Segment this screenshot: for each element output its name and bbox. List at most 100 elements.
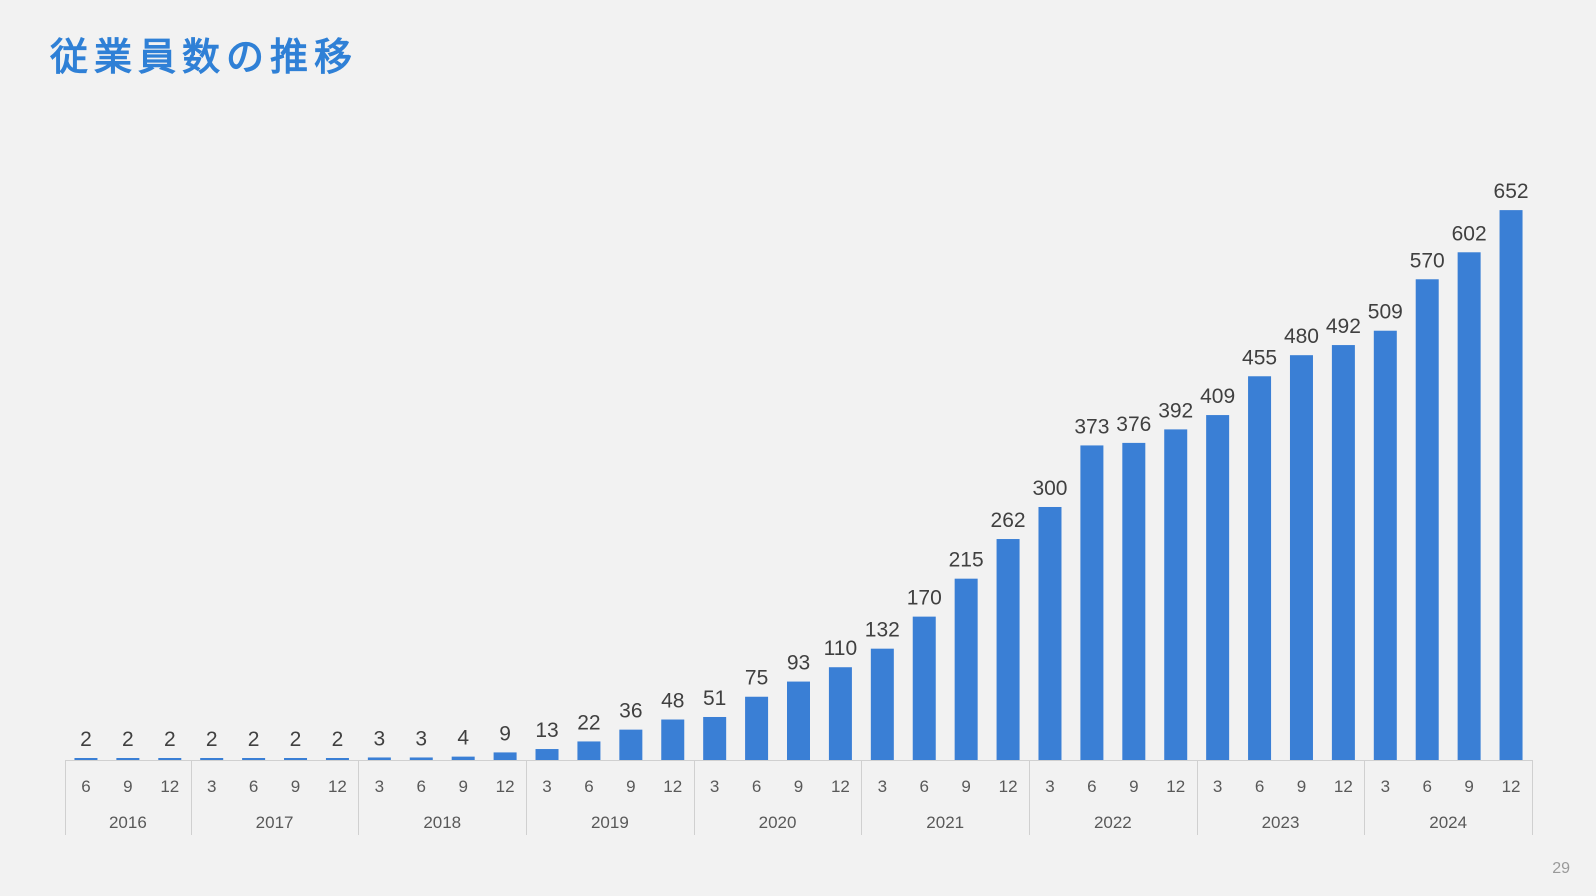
month-tick-label: 3	[542, 777, 551, 796]
month-tick-label: 9	[1129, 777, 1138, 796]
data-label: 75	[745, 667, 768, 690]
bar	[996, 539, 1020, 760]
bar	[1206, 415, 1230, 760]
month-tick-label: 6	[81, 777, 90, 796]
year-tick-label: 2018	[423, 813, 461, 832]
data-label: 22	[577, 711, 600, 734]
data-label: 2	[164, 728, 176, 751]
month-tick-label: 12	[496, 777, 515, 796]
bar	[912, 616, 936, 760]
year-tick-label: 2020	[759, 813, 797, 832]
month-tick-label: 12	[1166, 777, 1185, 796]
data-label: 3	[374, 727, 386, 750]
data-label: 2	[80, 728, 92, 751]
year-tick-label: 2021	[926, 813, 964, 832]
month-tick-label: 6	[752, 777, 761, 796]
data-label: 652	[1494, 180, 1529, 203]
month-tick-label: 9	[626, 777, 635, 796]
data-label: 36	[619, 700, 642, 723]
month-tick-label: 12	[999, 777, 1018, 796]
data-label: 3	[415, 727, 427, 750]
bar	[1164, 429, 1188, 760]
bar	[1499, 210, 1523, 760]
bar	[325, 758, 349, 760]
data-label: 2	[290, 728, 302, 751]
month-tick-label: 6	[1422, 777, 1431, 796]
data-label: 409	[1200, 385, 1235, 408]
bar	[619, 729, 643, 760]
month-tick-label: 6	[249, 777, 258, 796]
month-tick-label: 12	[663, 777, 682, 796]
data-label: 376	[1116, 413, 1151, 436]
month-tick-label: 9	[458, 777, 467, 796]
month-tick-label: 12	[1334, 777, 1353, 796]
data-label: 480	[1284, 325, 1319, 348]
bar	[200, 758, 224, 760]
month-tick-label: 3	[1213, 777, 1222, 796]
month-tick-label: 12	[160, 777, 179, 796]
month-tick-label: 3	[207, 777, 216, 796]
month-tick-label: 12	[831, 777, 850, 796]
month-tick-label: 3	[878, 777, 887, 796]
month-tick-label: 3	[1045, 777, 1054, 796]
bar	[367, 757, 391, 760]
data-label: 509	[1368, 301, 1403, 324]
data-label: 93	[787, 652, 810, 675]
data-label: 570	[1410, 249, 1445, 272]
bar	[1248, 376, 1272, 760]
page-number: 29	[1552, 860, 1570, 877]
bar	[1122, 442, 1146, 760]
month-tick-label: 12	[328, 777, 347, 796]
bar	[1457, 252, 1481, 760]
month-tick-label: 12	[1502, 777, 1521, 796]
data-label: 170	[907, 587, 942, 610]
bar	[493, 752, 517, 760]
data-label: 392	[1158, 399, 1193, 422]
year-tick-label: 2024	[1429, 813, 1467, 832]
data-label: 2	[332, 728, 344, 751]
month-tick-label: 6	[1255, 777, 1264, 796]
month-tick-label: 9	[1464, 777, 1473, 796]
data-label: 51	[703, 687, 726, 710]
year-tick-label: 2016	[109, 813, 147, 832]
bar	[787, 681, 810, 760]
bar	[116, 758, 140, 760]
year-tick-label: 2022	[1094, 813, 1132, 832]
data-label: 373	[1074, 415, 1109, 438]
bar	[409, 757, 433, 760]
month-tick-label: 9	[1297, 777, 1306, 796]
data-label: 4	[457, 727, 469, 750]
data-label: 9	[499, 722, 511, 745]
bar	[577, 741, 601, 760]
bar	[284, 758, 308, 760]
slide-title: 従業員数の推移	[50, 35, 359, 79]
month-tick-label: 6	[584, 777, 593, 796]
bar	[828, 667, 852, 760]
year-tick-label: 2019	[591, 813, 629, 832]
bar	[1331, 345, 1355, 760]
bar	[745, 696, 769, 760]
bar	[535, 749, 559, 760]
bar	[158, 758, 182, 760]
year-tick-label: 2017	[256, 813, 294, 832]
data-label: 602	[1452, 222, 1487, 245]
month-tick-label: 6	[1087, 777, 1096, 796]
year-tick-label: 2023	[1262, 813, 1300, 832]
data-label: 215	[949, 549, 984, 572]
data-label: 492	[1326, 315, 1361, 338]
data-label: 2	[206, 728, 218, 751]
bar	[451, 756, 475, 760]
month-tick-label: 9	[961, 777, 970, 796]
bar	[870, 648, 894, 760]
month-tick-label: 6	[920, 777, 929, 796]
data-label: 132	[865, 619, 900, 642]
month-tick-label: 3	[710, 777, 719, 796]
data-label: 110	[824, 637, 857, 660]
data-label: 262	[991, 509, 1026, 532]
data-label: 455	[1242, 346, 1277, 369]
data-label: 48	[661, 690, 684, 713]
data-label: 2	[122, 728, 134, 751]
bar	[703, 716, 727, 760]
data-label: 13	[535, 719, 558, 742]
bar	[954, 578, 978, 760]
